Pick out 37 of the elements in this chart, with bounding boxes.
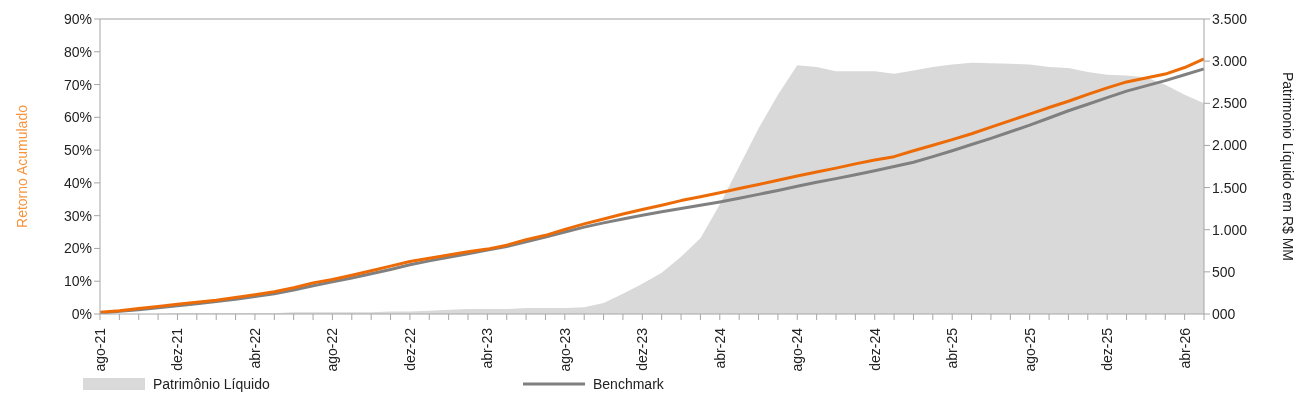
legend-label: Benchmark (593, 376, 664, 392)
y-tick-label: 50% (63, 142, 92, 159)
y-tick-label: 40% (63, 174, 92, 191)
x-tick-label: abr-23 (479, 327, 496, 369)
y2-tick-label: 2.000 (1212, 137, 1248, 154)
x-tick-label: dez-25 (1099, 327, 1116, 371)
x-tick-label: ago-25 (1021, 327, 1038, 372)
y2-tick-label: 500 (1212, 263, 1236, 280)
y-tick-label: 70% (63, 76, 92, 93)
y-tick-label: 80% (63, 43, 92, 60)
x-tick-label: abr-26 (1176, 327, 1193, 369)
y-tick-label: 30% (63, 207, 92, 224)
y2-tick-label: 1.500 (1212, 179, 1248, 196)
x-tick-label: abr-25 (944, 327, 961, 369)
x-tick-label: dez-24 (866, 327, 883, 371)
y2-tick-label: 1.000 (1212, 221, 1248, 238)
y-tick-label: 60% (63, 109, 92, 126)
y-tick-label: 0% (71, 305, 92, 322)
y2-tick-label: 3.000 (1212, 53, 1248, 70)
x-tick-label: abr-22 (246, 327, 263, 369)
x-tick-label: ago-22 (324, 327, 341, 372)
y2-axis-title: Patrimonio Líquido em R$ MM (1280, 71, 1297, 262)
y2-tick-label: 000 (1212, 305, 1236, 322)
x-tick-label: dez-21 (169, 327, 186, 371)
y-tick-label: 20% (63, 240, 92, 257)
x-tick-label: ago-23 (556, 327, 573, 372)
y2-tick-label: 2.500 (1212, 95, 1248, 112)
y-axis-title: Retorno Acumulado (13, 104, 30, 228)
x-tick-label: abr-24 (711, 327, 728, 369)
y2-tick-label: 3.500 (1212, 10, 1248, 27)
x-tick-label: dez-22 (401, 327, 418, 371)
x-tick-label: ago-24 (789, 327, 806, 372)
x-tick-label: ago-21 (92, 327, 108, 372)
y-tick-label: 10% (63, 273, 92, 290)
legend-label: Patrimônio Líquido (153, 376, 270, 392)
y-tick-label: 90% (63, 10, 92, 27)
x-tick-label: dez-23 (634, 327, 651, 371)
